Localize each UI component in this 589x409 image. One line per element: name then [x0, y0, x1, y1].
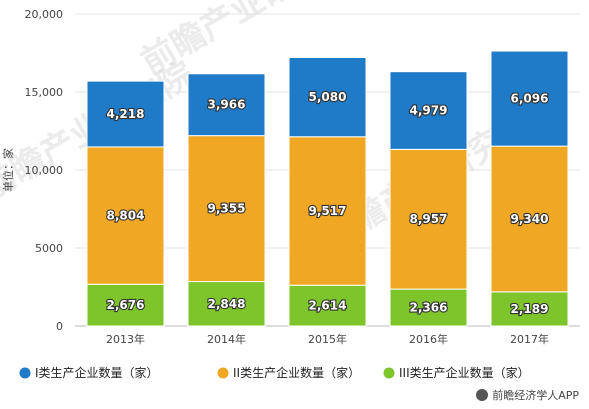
bar-segment — [288, 57, 367, 138]
footer: 前瞻经济学人APP — [476, 387, 579, 403]
bar-segment — [490, 145, 569, 293]
x-tick-label: 2015年 — [308, 332, 347, 346]
data-label: 6,096 — [511, 92, 549, 106]
data-label: 3,966 — [208, 98, 246, 112]
bars: 2,676 8,804 4,218 2,848 9,355 3,966 2,614 9,517… — [86, 50, 569, 327]
bar-segment — [288, 136, 367, 286]
legend-marker — [383, 367, 395, 379]
legend-marker — [217, 367, 229, 379]
y-tick-label: 15,000 — [25, 86, 64, 99]
legend: I类生产企业数量（家） II类生产企业数量（家） III类生产企业数量（家） — [19, 365, 530, 380]
y-axis: 0 5000 10,000 15,000 20,000 — [25, 8, 64, 333]
data-label: 4,218 — [107, 107, 145, 121]
data-label: 9,517 — [309, 204, 347, 218]
bar-segment — [86, 146, 165, 285]
x-tick-label: 2016年 — [409, 332, 448, 346]
data-label: 5,080 — [309, 90, 347, 104]
data-label: 9,340 — [511, 212, 549, 226]
footer-text: 前瞻经济学人APP — [492, 389, 579, 402]
data-label: 9,355 — [208, 202, 246, 216]
y-axis-label: 单位：家 — [1, 148, 15, 192]
data-label: 2,614 — [309, 299, 347, 313]
bar-segment — [288, 284, 367, 327]
bar-segment — [187, 73, 266, 137]
data-label: 8,957 — [410, 212, 448, 226]
bar-segment — [389, 288, 468, 327]
data-label: 4,979 — [410, 104, 448, 118]
x-tick-label: 2014年 — [207, 332, 246, 346]
legend-label: III类生产企业数量（家） — [399, 365, 530, 380]
bar-segment — [86, 283, 165, 327]
bar-segment — [187, 281, 266, 327]
bar-segment — [187, 135, 266, 283]
legend-label: II类生产企业数量（家） — [233, 365, 360, 380]
bar-segment — [490, 291, 569, 327]
bar-segment — [389, 71, 468, 150]
data-label: 2,848 — [208, 297, 246, 311]
brand-logo-icon — [476, 389, 489, 401]
x-axis: 2013年 2014年 2015年 2016年 2017年 — [106, 332, 549, 346]
y-tick-label: 10,000 — [25, 164, 64, 177]
data-label: 8,804 — [107, 209, 145, 223]
data-label: 2,189 — [511, 302, 549, 316]
bar-segment — [490, 50, 569, 147]
x-tick-label: 2013年 — [106, 332, 145, 346]
bar-segment — [389, 148, 468, 290]
y-tick-label: 0 — [56, 320, 63, 333]
legend-label: I类生产企业数量（家） — [35, 365, 159, 380]
x-tick-label: 2017年 — [510, 332, 549, 346]
y-tick-label: 5000 — [35, 242, 63, 255]
data-label: 2,366 — [410, 301, 448, 315]
legend-marker — [19, 367, 31, 379]
y-tick-label: 20,000 — [25, 8, 64, 21]
bar-segment — [86, 80, 165, 148]
data-label: 2,676 — [107, 298, 145, 312]
